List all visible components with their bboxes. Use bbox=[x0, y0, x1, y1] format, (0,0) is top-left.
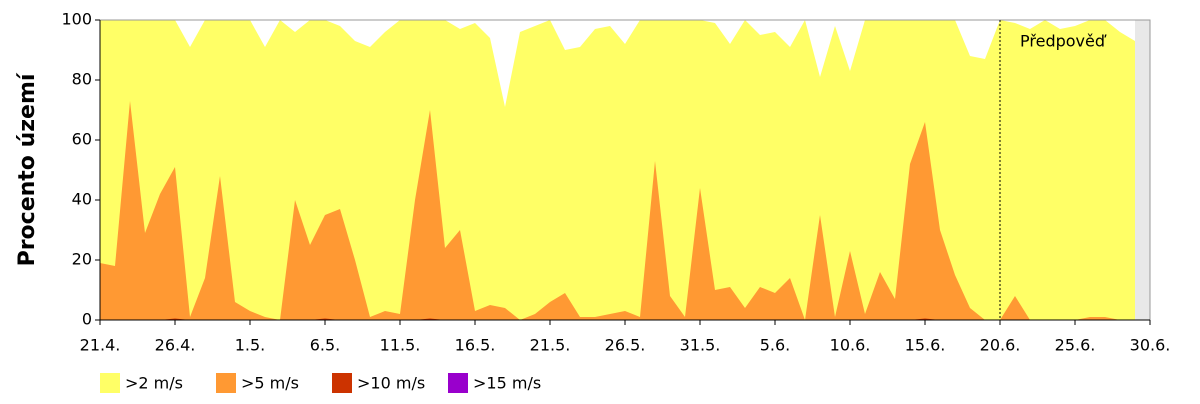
y-tick-label: 20 bbox=[72, 250, 92, 269]
x-tick-label: 20.6. bbox=[980, 336, 1021, 355]
x-tick-label: 1.5. bbox=[235, 336, 266, 355]
y-tick-label: 100 bbox=[61, 10, 92, 29]
area bbox=[100, 20, 1135, 320]
x-tick-label: 21.5. bbox=[530, 336, 571, 355]
y-tick-label: 40 bbox=[72, 190, 92, 209]
legend-label: >2 m/s bbox=[125, 374, 183, 393]
x-tick-label: 15.6. bbox=[905, 336, 946, 355]
x-tick-label: 26.5. bbox=[605, 336, 646, 355]
x-tick-label: 16.5. bbox=[455, 336, 496, 355]
forecast-label: Předpověď bbox=[1020, 32, 1107, 51]
y-tick-label: 80 bbox=[72, 70, 92, 89]
y-axis-label: Procento území bbox=[15, 72, 40, 266]
x-tick-label: 11.5. bbox=[380, 336, 421, 355]
no-data-region bbox=[1135, 20, 1150, 320]
legend-swatch bbox=[332, 373, 352, 393]
area bbox=[100, 101, 1135, 320]
x-tick-label: 25.6. bbox=[1055, 336, 1096, 355]
x-tick-label: 6.5. bbox=[310, 336, 341, 355]
legend-swatch bbox=[216, 373, 236, 393]
x-tick-label: 21.4. bbox=[80, 336, 121, 355]
legend-swatch bbox=[448, 373, 468, 393]
area bbox=[100, 318, 1135, 320]
y-tick-label: 60 bbox=[72, 130, 92, 149]
legend-swatch bbox=[100, 373, 120, 393]
x-tick-label: 10.6. bbox=[830, 336, 871, 355]
legend-label: >15 m/s bbox=[473, 374, 541, 393]
legend-label: >5 m/s bbox=[241, 374, 299, 393]
x-tick-label: 26.4. bbox=[155, 336, 196, 355]
x-tick-label: 5.6. bbox=[760, 336, 791, 355]
legend-label: >10 m/s bbox=[357, 374, 425, 393]
x-tick-label: 30.6. bbox=[1130, 336, 1171, 355]
y-tick-label: 0 bbox=[82, 310, 92, 329]
x-tick-label: 31.5. bbox=[680, 336, 721, 355]
